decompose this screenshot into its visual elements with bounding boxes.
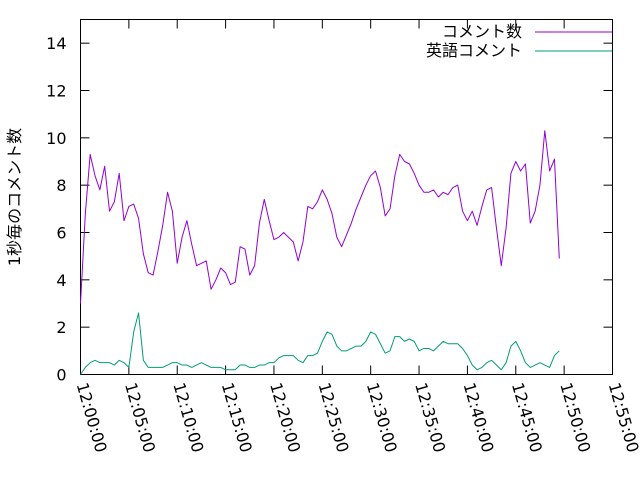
y-tick-label: 0	[56, 366, 66, 385]
series-line-comment-count	[80, 130, 560, 304]
x-tick-label: 12:15:00	[218, 380, 256, 454]
x-tick-label: 12:05:00	[121, 380, 159, 454]
x-tick-label: 12:50:00	[556, 380, 594, 454]
y-tick-label: 14	[46, 34, 66, 53]
x-tick-label: 12:45:00	[508, 380, 546, 454]
x-tick-label: 12:30:00	[363, 380, 401, 454]
legend: コメント数 英語コメント	[426, 22, 612, 60]
y-tick-label: 6	[56, 224, 66, 243]
y-tick-label: 12	[46, 82, 66, 101]
x-axis: 12:00:00 12:05:00 12:10:00 12:15:00 12:20:00…	[73, 19, 640, 455]
series-group	[80, 130, 560, 375]
y-tick-label: 4	[56, 271, 66, 290]
legend-label-english-comments: 英語コメント	[426, 41, 522, 60]
x-tick-label: 12:55:00	[605, 380, 640, 454]
y-axis-label: 1秒毎のコメント数	[5, 128, 24, 266]
y-tick-label: 2	[56, 318, 66, 337]
x-tick-label: 12:10:00	[169, 380, 207, 454]
y-axis: 0 2 4 6 8 10 12 14	[46, 34, 613, 385]
x-tick-label: 12:00:00	[73, 380, 111, 454]
x-tick-label: 12:40:00	[460, 380, 498, 454]
y-tick-label: 8	[56, 176, 66, 195]
series-line-english-comments	[80, 312, 560, 375]
y-tick-label: 10	[46, 129, 66, 148]
x-tick-label: 12:35:00	[411, 380, 449, 454]
x-tick-label: 12:20:00	[266, 380, 304, 454]
x-tick-label: 12:25:00	[314, 380, 352, 454]
legend-label-comment-count: コメント数	[442, 22, 522, 41]
plot-frame	[80, 19, 613, 375]
